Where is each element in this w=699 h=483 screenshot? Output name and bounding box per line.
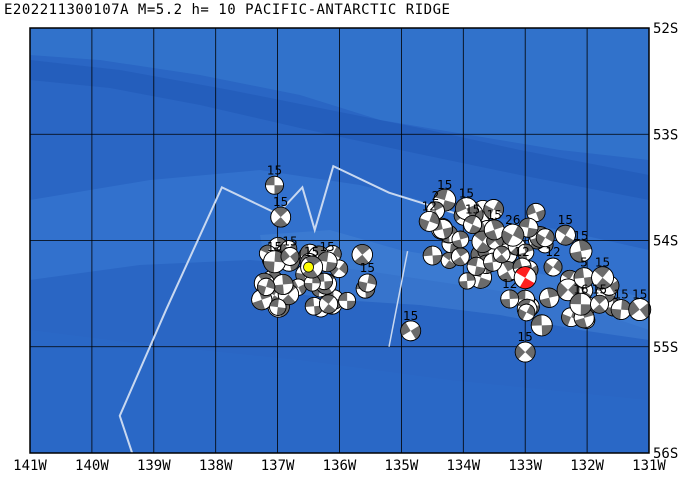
event-depth-label: 12 (514, 245, 529, 259)
focal-mechanism (493, 245, 511, 264)
focal-mechanism (280, 247, 300, 266)
map-title: E202211300107A M=5.2 h= 10 PACIFIC-ANTAR… (4, 2, 451, 18)
focal-mechanism (357, 273, 377, 293)
lon-tick-label: 131W (632, 458, 666, 474)
lon-tick-label: 134W (446, 458, 480, 474)
focal-mechanism (514, 341, 536, 363)
focal-mechanism (483, 199, 504, 220)
focal-mechanism (318, 294, 339, 314)
focal-mechanism (535, 228, 555, 248)
lon-tick-label: 138W (199, 458, 233, 474)
event-depth-label: 15 (319, 240, 334, 254)
focal-mechanism (265, 175, 284, 195)
lat-tick-label: 53S (653, 127, 678, 143)
focal-mechanism (610, 299, 632, 320)
lon-tick-label: 140W (75, 458, 109, 474)
event-depth-label: 15 (518, 330, 533, 344)
focal-mechanism (539, 287, 560, 308)
event-depth-label: 15 (614, 288, 629, 302)
event-depth-label: 15 (360, 261, 375, 275)
event-depth-label: 15 (459, 187, 474, 201)
focal-mechanism (501, 223, 525, 247)
lat-tick-label: 52S (653, 21, 678, 37)
focal-mechanism (591, 266, 614, 290)
event-depth-label: 15 (267, 163, 282, 177)
focal-mechanism (400, 320, 422, 342)
plate-boundary-line (118, 164, 458, 454)
highlight-event-marker (303, 261, 314, 273)
focal-mechanism (450, 247, 470, 267)
lat-tick-label: 55S (653, 340, 678, 356)
focal-mechanism (555, 224, 576, 246)
focal-mechanism (338, 291, 357, 310)
lon-tick-label: 133W (508, 458, 542, 474)
focal-mechanism (451, 230, 470, 249)
event-depth-label: 16 (573, 282, 588, 296)
focal-mechanism (270, 206, 292, 228)
plate-boundary (118, 164, 458, 454)
lon-tick-label: 136W (323, 458, 357, 474)
focal-mechanism (463, 215, 482, 234)
focal-mechanism (351, 244, 373, 266)
focal-mechanism (569, 239, 593, 263)
focal-mechanism (454, 197, 478, 221)
lon-tick-label: 132W (570, 458, 604, 474)
focal-mechanism (418, 210, 440, 232)
event-depth-label: 12 (545, 245, 560, 259)
event-depth-label: 12 (422, 199, 437, 213)
event-depth-label: 15 (595, 256, 610, 270)
focal-mechanism (569, 292, 593, 316)
focal-mechanism (483, 219, 505, 241)
focal-mechanism (316, 251, 338, 273)
event-depth-label: 15 (487, 208, 502, 222)
event-depth-label: 15 (267, 240, 282, 254)
event-depth-label: 12 (502, 277, 517, 291)
focal-mechanism (422, 245, 443, 266)
event-depth-label: 26 (505, 213, 520, 227)
event-depth-label: 15 (465, 203, 480, 217)
focal-mechanism (590, 294, 609, 314)
lat-tick-label: 56S (653, 446, 678, 462)
map-frame (29, 27, 650, 454)
focal-mechanism (526, 202, 546, 223)
plate-boundary-line (388, 250, 409, 347)
lon-tick-label: 141W (13, 458, 47, 474)
axis-labels: 141W 140W 139W 138W 137W 136W 135W 134W 133W 132W… (13, 21, 678, 474)
event-depth-label: 15 (282, 234, 297, 248)
event-depth-label: 15 (437, 178, 452, 192)
focal-mechanism (263, 250, 286, 274)
event-depth-label: 15 (632, 288, 647, 302)
lon-tick-label: 137W (261, 458, 295, 474)
event-depth-label: 15 (558, 213, 573, 227)
event-depth-label: 2 (432, 189, 440, 203)
focal-mechanism (272, 274, 294, 295)
event-depth-label: 5 (580, 256, 588, 270)
focal-mechanism (543, 257, 563, 277)
focal-mechanism (269, 298, 287, 316)
lat-tick-label: 54S (653, 234, 678, 250)
focal-mechanism (573, 267, 595, 289)
event-depth-label: 15 (403, 309, 418, 323)
target-event-mechanism (513, 266, 537, 290)
focal-mechanism (628, 298, 652, 321)
focal-mechanism (530, 314, 553, 337)
focal-mechanism (458, 272, 476, 290)
focal-mechanism (517, 303, 536, 322)
event-depth-label: 15 (273, 195, 288, 209)
event-depth-label: 15 (573, 229, 588, 243)
event-depth-label: 15 (592, 282, 607, 296)
lon-tick-label: 139W (137, 458, 171, 474)
focal-mechanism (257, 277, 276, 296)
event-depth-label: 15 (304, 245, 319, 259)
focal-mechanism (500, 289, 520, 309)
lon-tick-label: 135W (385, 458, 419, 474)
focal-mechanism (304, 297, 324, 316)
